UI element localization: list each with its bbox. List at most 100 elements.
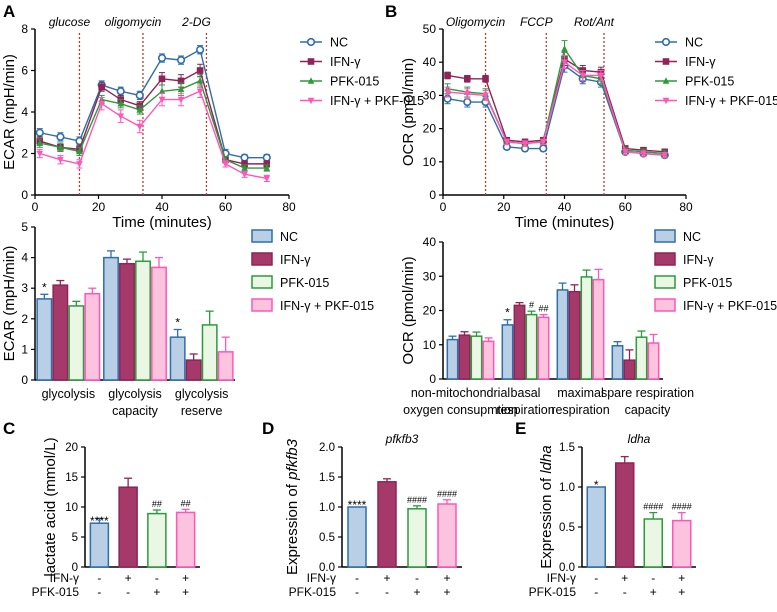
category-label: oxygen consupmtion [403,403,518,417]
condition-sign: + [678,571,685,585]
legend-label-nc: NC [280,230,298,244]
y-tick-label: 5 [72,532,78,544]
condition-sign: - [415,571,419,585]
legend-label-ifn-pkf-015: IFN-γ + PKF-015 [330,94,424,108]
bar-nc [556,289,569,380]
bar-ifn-pkf-015 [151,266,167,381]
injection-label-fccp: FCCP [520,15,553,29]
legend-marker-nc [661,37,671,47]
legend-label-nc: NC [330,36,348,50]
condition-row-label: PFK-015 [32,585,80,599]
data-point-ifn [177,77,185,85]
data-point-nc [56,132,65,141]
bar-pfk-015 [635,336,648,380]
category-label: maximal [557,386,604,400]
data-point-ifn-pkf-015 [579,72,587,80]
bar-condition-3 [643,518,663,568]
legend-marker-nc [306,37,316,47]
category-label: basal [511,386,541,400]
bar-ifn [458,334,471,380]
condition-row-label: PFK-015 [529,585,577,599]
y-tick-label: 2 [21,147,28,161]
data-point-nc [240,153,249,162]
injection-label-oligomycin: oligomycin [105,15,162,29]
y-axis-label: ECAR (mpH/min) [1,246,18,362]
legend-label-nc: NC [685,36,703,50]
significance-mark: ## [538,304,548,314]
data-point-ifn-pkf-015 [98,100,105,108]
series-line-ifn-pkf-015 [39,90,267,180]
y-tick-label: 1.5 [559,442,575,454]
bar-pfk-015 [68,305,85,381]
condition-row-label: IFN-γ [547,571,576,585]
data-point-nc [176,56,186,65]
y-tick-label: 3 [21,281,28,295]
data-point-ifn-pkf-015 [222,161,229,168]
y-tick-label: 4 [21,251,28,265]
condition-sign: + [383,571,390,585]
bar-condition-3 [407,508,427,568]
x-axis-label: Time (minutes) [515,214,614,231]
y-tick-label: 0.0 [559,562,575,574]
significance-mark: * [594,478,599,492]
condition-sign: + [182,585,189,599]
bar-ifn-pkf-015 [537,316,550,380]
series-line-pfk-015 [447,47,665,155]
data-point-ifn-pkf-015 [136,123,144,131]
y-tick-label: 0 [21,373,28,387]
condition-sign: + [182,571,189,585]
condition-sign: - [97,571,101,585]
bar-condition-1 [586,486,606,568]
ocr-bar-chart: 0 10 20 30 40 OCR (pmol/min) non-mitochondrial… [400,229,777,417]
condition-sign: + [650,585,657,599]
y-tick-label: 0.5 [319,532,335,544]
x-axis-label: Time (minutes) [112,214,211,231]
legend-marker-ifn-pkf-015 [662,97,670,105]
y-tick-label: 15 [65,472,78,484]
condition-sign: - [126,585,130,599]
data-point-ifn-pkf-015 [117,113,125,120]
condition-sign: - [355,585,359,599]
data-point-ifn-pkf-015 [621,149,629,156]
chart-title: pfkfb3 [385,432,419,446]
bar-condition-1 [347,506,367,568]
condition-sign: + [678,585,685,599]
legend-swatch-ifn-pkf-015 [251,298,273,312]
legend-label-pfk-015: PFK-015 [330,75,379,89]
data-point-pfk-015 [76,147,83,155]
data-point-ifn-pkf-015 [76,161,83,168]
data-point-ifn [158,75,166,83]
data-point-ifn [444,72,451,79]
bar-ifn [52,284,69,381]
bar-ifn [185,359,202,381]
y-tick-label: 20 [65,442,78,454]
category-label: glycolysis [108,387,162,401]
data-point-pfk-015 [136,106,144,113]
significance-mark: * [505,306,510,320]
y-tick-label: 0.0 [319,562,335,574]
condition-sign: - [623,585,627,599]
legend-swatch-ifn [251,252,273,266]
legend-label-nc: NC [683,230,701,244]
y-tick-label: 0 [21,188,28,202]
condition-sign: - [594,585,598,599]
pfkfb3-bar-chart: 0.0 0.5 1.0 1.5 2.0 Expression of pfkfb3 pfkfb… [284,432,462,599]
data-point-nc [135,91,144,100]
bar-pfk-015 [470,335,483,380]
bar-pfk-015 [201,324,218,381]
data-point-ifn-pkf-015 [521,140,529,148]
bar-ifn [568,290,581,380]
y-tick-label: 4 [21,105,28,119]
data-point-nc [116,87,125,96]
legend-label-pfk-015: PFK-015 [280,276,329,290]
condition-row-label: PFK-015 [289,585,337,599]
data-point-ifn-pkf-015 [561,59,568,66]
y-tick-label: 0.5 [559,522,575,534]
ocr-timecourse-chart: 0 10 20 30 40 50 OCR (pmol/min) 0 20 40 60 80 Time (… [400,15,777,231]
data-point-nc [35,128,44,137]
data-point-ifn-pkf-015 [241,171,248,179]
data-point-nc [196,45,205,54]
panel-label-C: C [3,419,15,438]
